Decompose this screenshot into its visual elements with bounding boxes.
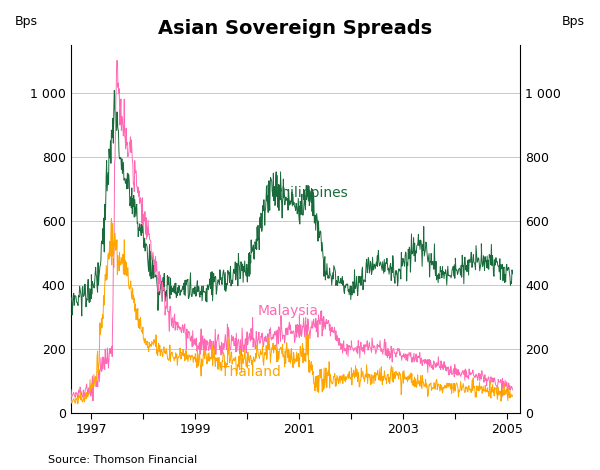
Text: Thailand: Thailand: [221, 365, 281, 379]
Text: Bps: Bps: [15, 15, 38, 28]
Text: Philippines: Philippines: [274, 186, 348, 200]
Text: Bps: Bps: [562, 15, 585, 28]
Title: Asian Sovereign Spreads: Asian Sovereign Spreads: [158, 18, 433, 38]
Text: Malaysia: Malaysia: [258, 305, 319, 318]
Text: Source: Thomson Financial: Source: Thomson Financial: [48, 455, 197, 465]
